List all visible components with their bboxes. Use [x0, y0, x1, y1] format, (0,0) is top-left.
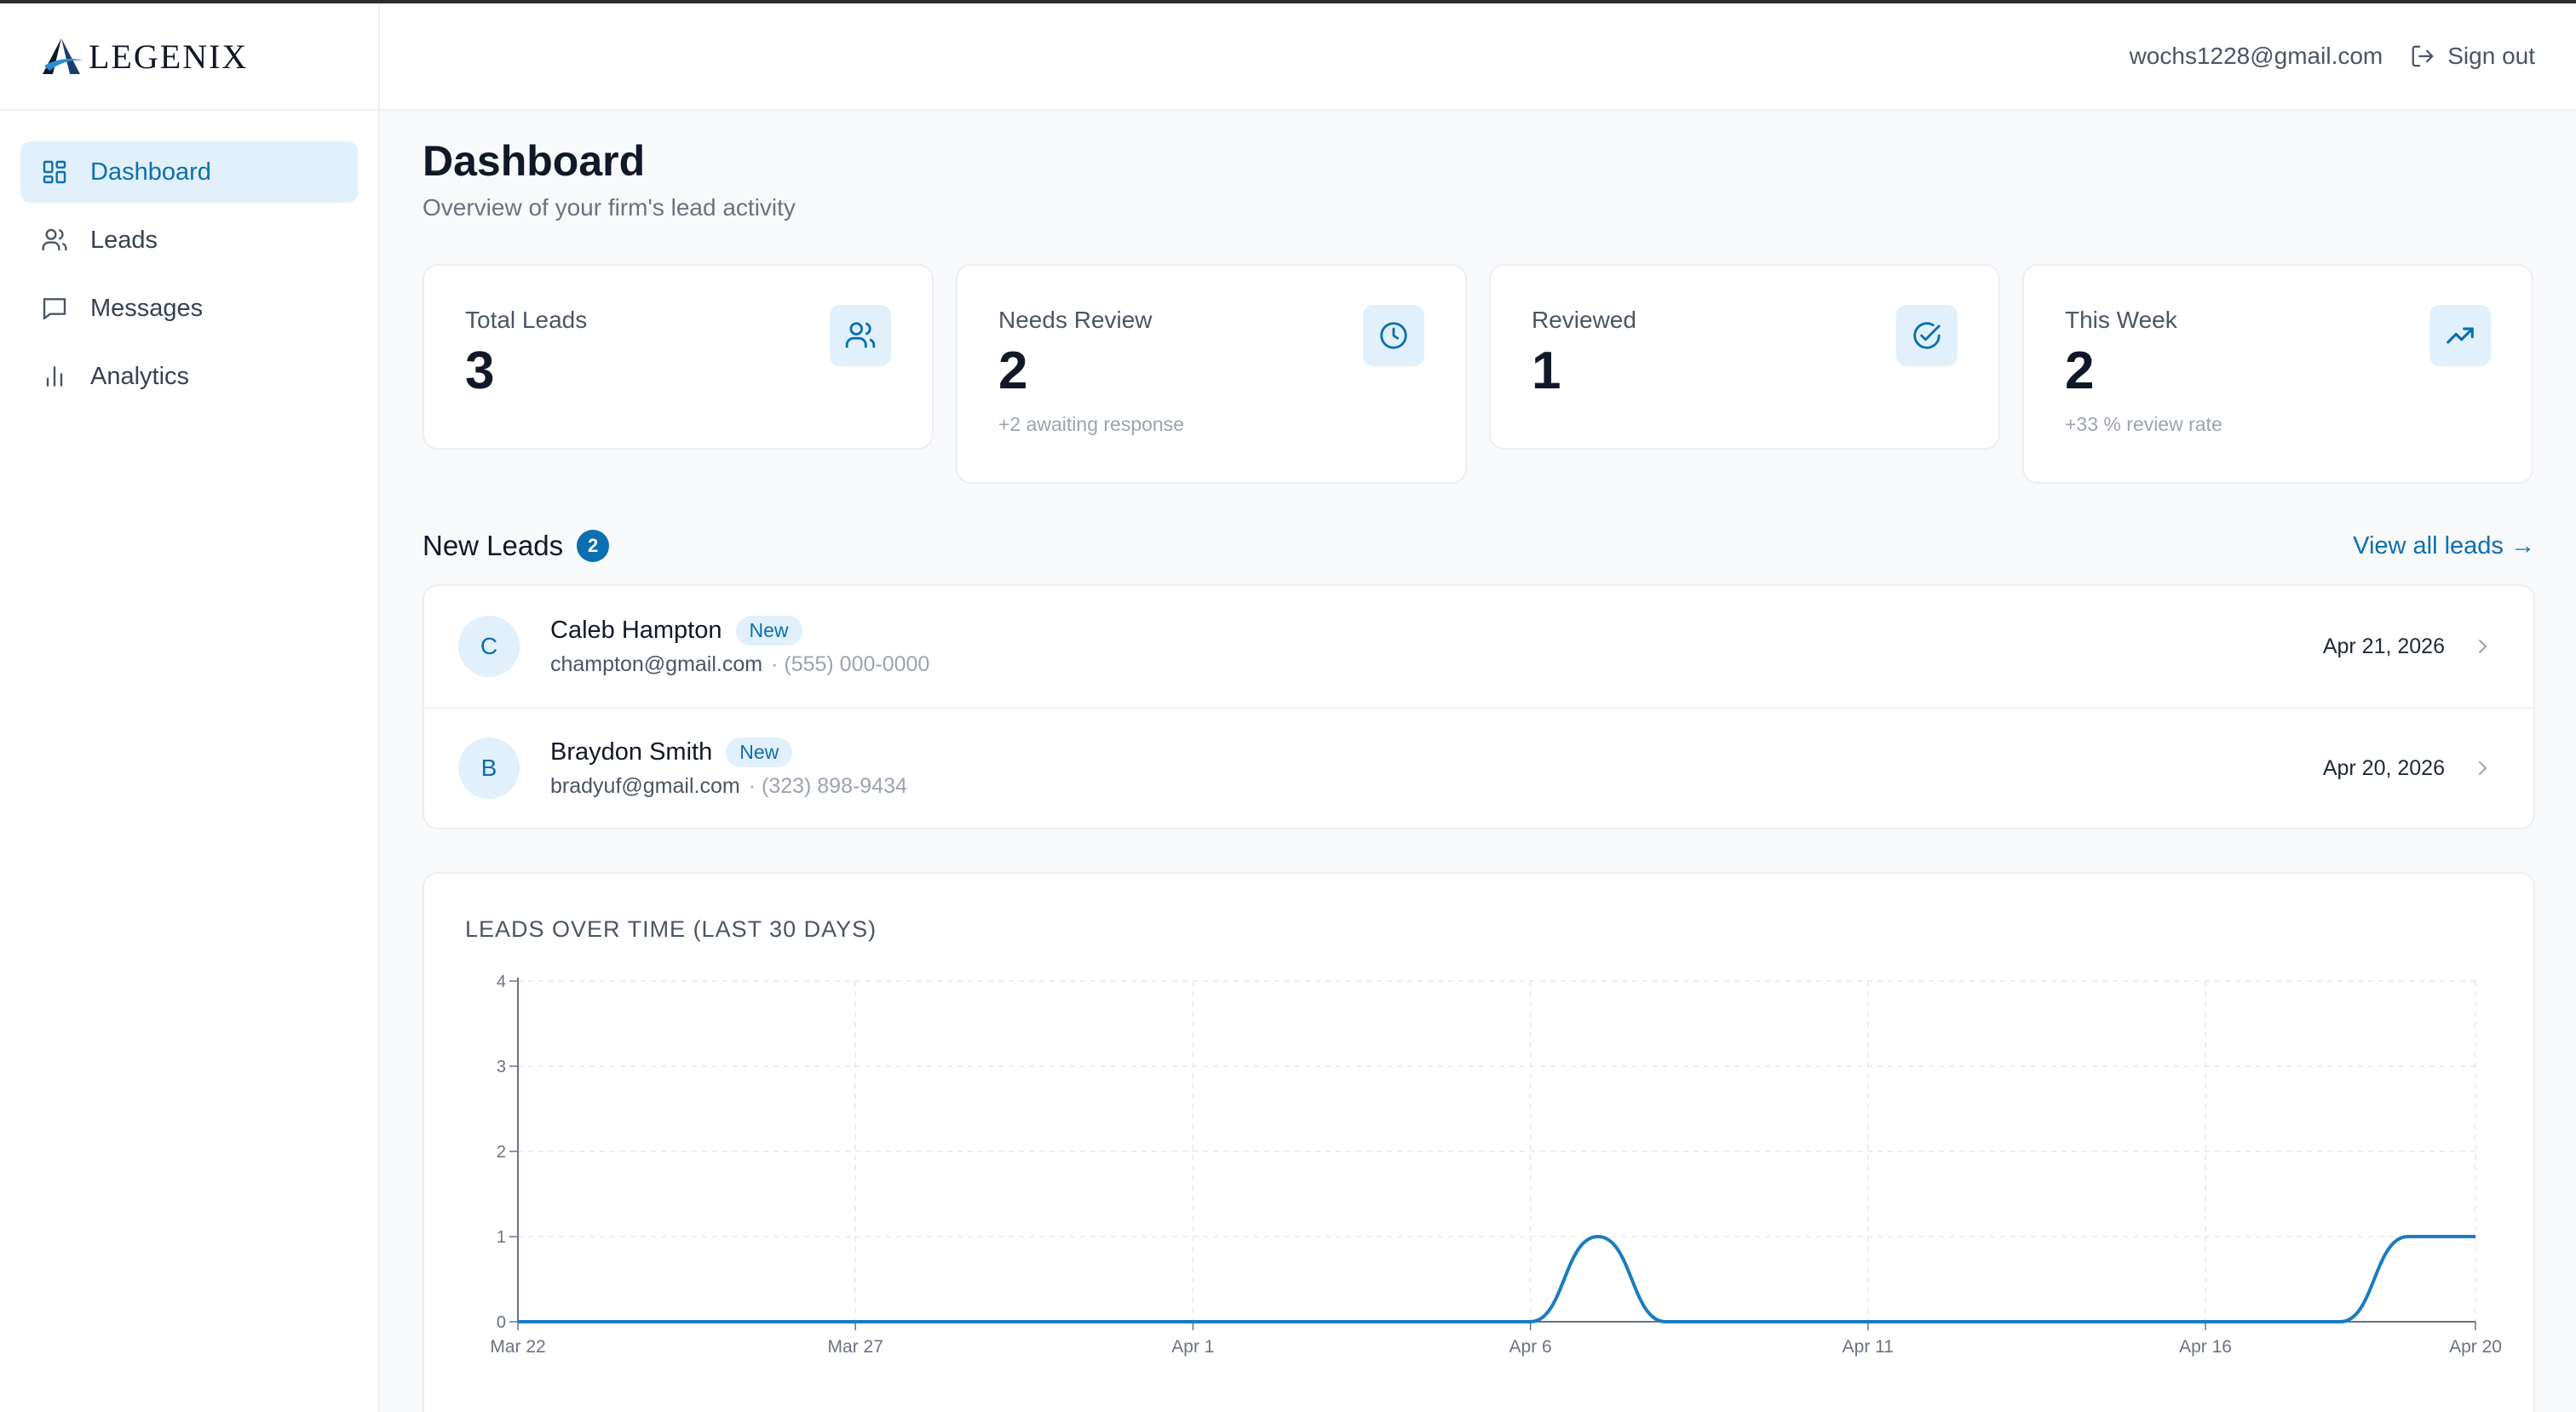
lead-name-line: Braydon Smith New — [550, 738, 2323, 767]
lead-email: champton@gmail.com — [550, 652, 763, 676]
stat-subtext: +2 awaiting response — [998, 413, 1185, 435]
list-item[interactable]: B Braydon Smith New bradyuf@gmail.com · (… — [424, 707, 2533, 828]
logo-mark-icon — [43, 38, 83, 74]
sidebar-nav: Dashboard Leads Messages Analytics — [0, 111, 378, 407]
series-line-leads — [518, 1235, 2475, 1323]
x-tick-label: Apr 1 — [1171, 1337, 1214, 1357]
users-icon — [42, 228, 67, 250]
stat-card-total-leads: Total Leads 3 — [423, 264, 934, 450]
y-tick-label: 3 — [497, 1058, 506, 1076]
lead-email: bradyuf@gmail.com — [550, 774, 740, 798]
new-leads-title: New Leads 2 — [423, 530, 610, 562]
stat-icon-box — [830, 305, 891, 366]
stat-icon-box — [1363, 305, 1424, 366]
lead-name: Braydon Smith — [550, 738, 713, 766]
stat-card-reviewed: Reviewed 1 — [1489, 264, 2000, 450]
chart-title: LEADS OVER TIME (LAST 30 DAYS) — [465, 916, 877, 942]
stat-card-needs-review: Needs Review 2 +2 awaiting response — [956, 264, 1467, 484]
lead-name: Caleb Hampton — [550, 617, 722, 644]
new-leads-header: New Leads 2 View all leads → — [423, 530, 2535, 562]
leads-line-chart: 0 1 2 3 4 Mar 22 Mar 27 Apr 1 Apr 6 Apr 11 Apr 16 A… — [490, 973, 2502, 1357]
sidebar: LEGENIX Dashboard Leads Messages — [0, 3, 380, 1412]
sign-out-button[interactable]: Sign out — [2410, 43, 2535, 70]
stat-label: Needs Review — [998, 307, 1153, 333]
logo[interactable]: LEGENIX — [0, 3, 378, 111]
lead-name-line: Caleb Hampton New — [550, 616, 2323, 646]
bar-chart-icon — [46, 366, 63, 387]
lead-date: Apr 20, 2026 — [2322, 755, 2445, 780]
lead-phone: · (323) 898-9434 — [748, 774, 907, 798]
sign-out-label: Sign out — [2447, 43, 2535, 69]
check-circle-icon — [1913, 322, 1941, 349]
status-badge: New — [726, 738, 793, 767]
view-all-leads-link[interactable]: View all leads → — [2353, 531, 2535, 560]
top-border — [0, 0, 2576, 3]
clock-icon — [1380, 322, 1407, 349]
y-tick-label: 0 — [497, 1313, 506, 1332]
trending-up-icon — [2447, 327, 2474, 344]
message-icon — [43, 298, 66, 320]
lead-phone: · (555) 000-0000 — [771, 652, 930, 676]
chevron-right-icon — [2479, 761, 2487, 775]
main-content: Dashboard Overview of your firm's lead a… — [423, 111, 2535, 1412]
y-tick-label: 4 — [497, 973, 506, 991]
stats-row: Total Leads 3 Needs Review 2 +2 awaiting… — [423, 264, 2535, 484]
new-leads-list: C Caleb Hampton New champton@gmail.com · … — [423, 584, 2535, 829]
page-subtitle: Overview of your firm's lead activity — [423, 194, 796, 221]
sidebar-item-dashboard[interactable]: Dashboard — [20, 141, 358, 203]
lead-info: Braydon Smith New bradyuf@gmail.com · (32… — [550, 738, 2323, 799]
dashboard-icon — [43, 160, 66, 184]
y-tick-label: 1 — [497, 1228, 506, 1247]
stat-value: 2 — [998, 342, 1028, 400]
stat-icon-box — [1896, 305, 1958, 366]
user-email: wochs1228@gmail.com — [2129, 43, 2383, 69]
stat-value: 1 — [1532, 342, 1561, 400]
lead-info: Caleb Hampton New champton@gmail.com · (5… — [550, 616, 2323, 677]
leads-over-time-chart-card: LEADS OVER TIME (LAST 30 DAYS) 0 1 2 3 4 Mar … — [423, 872, 2535, 1412]
chevron-right-icon — [2479, 640, 2487, 653]
stat-value: 2 — [2065, 342, 2095, 400]
stat-subtext: +33 % review rate — [2065, 413, 2222, 435]
stat-value: 3 — [465, 342, 495, 400]
x-tick-label: Apr 6 — [1509, 1337, 1552, 1357]
stat-card-this-week: This Week 2 +33 % review rate — [2022, 264, 2533, 484]
logo-text: LEGENIX — [89, 37, 249, 76]
x-tick-label: Mar 27 — [828, 1337, 883, 1357]
x-tick-label: Apr 11 — [1843, 1337, 1894, 1357]
stat-icon-box — [2429, 305, 2491, 366]
avatar: B — [458, 738, 520, 799]
sidebar-item-label: Analytics — [90, 362, 190, 390]
section-title-text: New Leads — [423, 530, 564, 561]
stat-label: Reviewed — [1532, 307, 1636, 333]
lead-contact: champton@gmail.com · (555) 000-0000 — [550, 652, 2323, 677]
status-badge: New — [735, 616, 802, 646]
new-leads-count-badge: 2 — [577, 530, 610, 562]
y-tick-label: 2 — [497, 1143, 506, 1162]
sidebar-item-messages[interactable]: Messages — [20, 278, 358, 339]
sidebar-item-label: Dashboard — [90, 158, 211, 186]
sidebar-item-analytics[interactable]: Analytics — [20, 346, 358, 407]
top-header: wochs1228@gmail.com Sign out — [380, 3, 2576, 111]
lead-contact: bradyuf@gmail.com · (323) 898-9434 — [550, 774, 2323, 799]
users-icon — [845, 322, 876, 348]
sidebar-item-label: Messages — [90, 294, 204, 322]
sidebar-item-leads[interactable]: Leads — [20, 210, 358, 271]
lead-date: Apr 21, 2026 — [2322, 634, 2445, 658]
sign-out-icon — [2412, 45, 2434, 67]
x-tick-label: Apr 16 — [2179, 1337, 2232, 1357]
list-item[interactable]: C Caleb Hampton New champton@gmail.com · … — [424, 586, 2533, 707]
x-tick-label: Apr 20 — [2449, 1337, 2502, 1357]
sidebar-item-label: Leads — [90, 226, 158, 254]
page-title: Dashboard — [423, 137, 646, 185]
x-tick-label: Mar 22 — [490, 1337, 545, 1357]
stat-label: Total Leads — [465, 307, 588, 333]
stat-label: This Week — [2065, 307, 2177, 333]
avatar: C — [458, 616, 520, 677]
